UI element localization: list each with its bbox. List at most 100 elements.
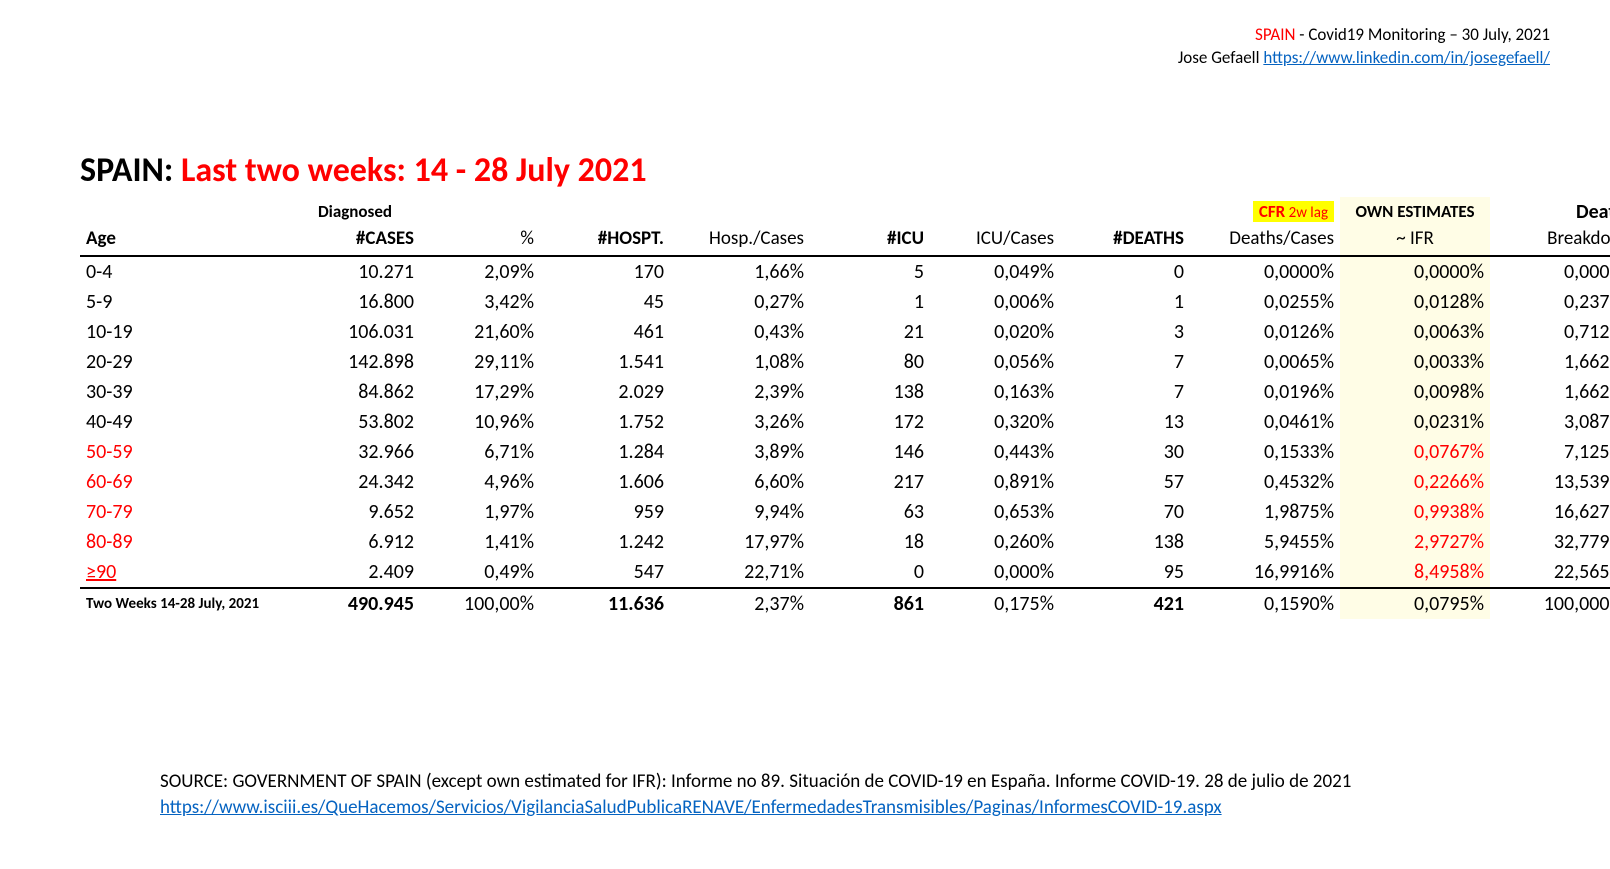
source-line1: SOURCE: GOVERNMENT OF SPAIN (except own … bbox=[160, 769, 1550, 795]
cell-cases: 16.800 bbox=[290, 287, 420, 317]
cell-hosp: 170 bbox=[540, 256, 670, 287]
cell-brk: 1,6627% bbox=[1490, 377, 1610, 407]
total-ifr: 0,0795% bbox=[1340, 588, 1490, 619]
cell-icu: 146 bbox=[810, 437, 930, 467]
cell-cases: 53.802 bbox=[290, 407, 420, 437]
cell-hc: 2,39% bbox=[670, 377, 810, 407]
cell-brk: 0,2375% bbox=[1490, 287, 1610, 317]
cell-icu: 18 bbox=[810, 527, 930, 557]
th-icu: #ICU bbox=[810, 224, 930, 256]
cell-cases: 2.409 bbox=[290, 557, 420, 588]
cell-icu: 5 bbox=[810, 256, 930, 287]
th-hc: Hosp./Cases bbox=[670, 224, 810, 256]
table-row: 70-799.6521,97%9599,94%630,653%701,9875%… bbox=[80, 497, 1610, 527]
cell-age: 0-4 bbox=[80, 256, 290, 287]
cell-hosp: 1.284 bbox=[540, 437, 670, 467]
cell-pct: 1,41% bbox=[420, 527, 540, 557]
cell-dth: 13 bbox=[1060, 407, 1190, 437]
cell-ic: 0,056% bbox=[930, 347, 1060, 377]
cell-pct: 29,11% bbox=[420, 347, 540, 377]
header-rest: - Covid19 Monitoring – 30 July, 2021 bbox=[1295, 24, 1550, 45]
cell-age: 40-49 bbox=[80, 407, 290, 437]
cell-hc: 17,97% bbox=[670, 527, 810, 557]
cell-dth: 1 bbox=[1060, 287, 1190, 317]
cell-dth: 7 bbox=[1060, 377, 1190, 407]
th-dth: #DEATHS bbox=[1060, 224, 1190, 256]
cell-dth: 57 bbox=[1060, 467, 1190, 497]
source-link[interactable]: https://www.isciii.es/QueHacemos/Servici… bbox=[160, 796, 1222, 819]
header-link[interactable]: https://www.linkedin.com/in/josegefaell/ bbox=[1263, 47, 1550, 68]
cell-brk: 16,6271% bbox=[1490, 497, 1610, 527]
data-table: Diagnosed CFR 2w lag OWN ESTIMATES Death… bbox=[80, 197, 1610, 619]
total-pct: 100,00% bbox=[420, 588, 540, 619]
cell-ifr: 0,0128% bbox=[1340, 287, 1490, 317]
source-block: SOURCE: GOVERNMENT OF SPAIN (except own … bbox=[160, 769, 1550, 820]
th-hosp: #HOSPT. bbox=[540, 224, 670, 256]
cell-pct: 2,09% bbox=[420, 256, 540, 287]
super-cfr: CFR 2w lag bbox=[1190, 197, 1340, 224]
cell-ic: 0,163% bbox=[930, 377, 1060, 407]
cell-dth: 3 bbox=[1060, 317, 1190, 347]
page-header: SPAIN - Covid19 Monitoring – 30 July, 20… bbox=[80, 24, 1550, 70]
cell-cases: 9.652 bbox=[290, 497, 420, 527]
table-row: 10-19106.03121,60%4610,43%210,020%30,012… bbox=[80, 317, 1610, 347]
cell-brk: 32,7791% bbox=[1490, 527, 1610, 557]
th-age: Age bbox=[80, 224, 290, 256]
cell-ic: 0,320% bbox=[930, 407, 1060, 437]
cell-hc: 3,89% bbox=[670, 437, 810, 467]
cell-hc: 6,60% bbox=[670, 467, 810, 497]
table-row: 0-410.2712,09%1701,66%50,049%00,0000%0,0… bbox=[80, 256, 1610, 287]
total-brk: 100,0000% bbox=[1490, 588, 1610, 619]
cell-ifr: 0,0767% bbox=[1340, 437, 1490, 467]
total-ic: 0,175% bbox=[930, 588, 1060, 619]
total-dth: 421 bbox=[1060, 588, 1190, 619]
cell-icu: 63 bbox=[810, 497, 930, 527]
th-cases: #CASES bbox=[290, 224, 420, 256]
cell-ifr: 0,9938% bbox=[1340, 497, 1490, 527]
cell-age: 80-89 bbox=[80, 527, 290, 557]
cell-ic: 0,891% bbox=[930, 467, 1060, 497]
cell-cfr: 16,9916% bbox=[1190, 557, 1340, 588]
cell-icu: 172 bbox=[810, 407, 930, 437]
cell-dth: 70 bbox=[1060, 497, 1190, 527]
cell-pct: 1,97% bbox=[420, 497, 540, 527]
cell-icu: 80 bbox=[810, 347, 930, 377]
cell-pct: 0,49% bbox=[420, 557, 540, 588]
cell-ic: 0,000% bbox=[930, 557, 1060, 588]
cell-cfr: 0,0065% bbox=[1190, 347, 1340, 377]
cell-hc: 0,27% bbox=[670, 287, 810, 317]
cell-hosp: 1.606 bbox=[540, 467, 670, 497]
cell-age: 50-59 bbox=[80, 437, 290, 467]
total-label: Two Weeks 14-28 July, 2021 bbox=[80, 588, 290, 619]
cell-cfr: 0,4532% bbox=[1190, 467, 1340, 497]
total-cfr: 0,1590% bbox=[1190, 588, 1340, 619]
cell-cases: 84.862 bbox=[290, 377, 420, 407]
th-cfr: Deaths/Cases bbox=[1190, 224, 1340, 256]
table-row: 30-3984.86217,29%2.0292,39%1380,163%70,0… bbox=[80, 377, 1610, 407]
cell-age: 20-29 bbox=[80, 347, 290, 377]
cell-cfr: 0,0000% bbox=[1190, 256, 1340, 287]
total-hc: 2,37% bbox=[670, 588, 810, 619]
cell-ifr: 0,0098% bbox=[1340, 377, 1490, 407]
table-row: 80-896.9121,41%1.24217,97%180,260%1385,9… bbox=[80, 527, 1610, 557]
cell-brk: 13,5392% bbox=[1490, 467, 1610, 497]
cell-age: ≥90 bbox=[80, 557, 290, 588]
cell-brk: 0,0000% bbox=[1490, 256, 1610, 287]
cell-cases: 24.342 bbox=[290, 467, 420, 497]
cell-pct: 10,96% bbox=[420, 407, 540, 437]
cell-cfr: 1,9875% bbox=[1190, 497, 1340, 527]
cell-cases: 10.271 bbox=[290, 256, 420, 287]
table-row: 40-4953.80210,96%1.7523,26%1720,320%130,… bbox=[80, 407, 1610, 437]
cell-ifr: 0,2266% bbox=[1340, 467, 1490, 497]
total-icu: 861 bbox=[810, 588, 930, 619]
super-deaths: Deaths bbox=[1490, 197, 1610, 224]
cell-age: 30-39 bbox=[80, 377, 290, 407]
cell-ic: 0,006% bbox=[930, 287, 1060, 317]
table-row: 50-5932.9666,71%1.2843,89%1460,443%300,1… bbox=[80, 437, 1610, 467]
cell-cfr: 0,0255% bbox=[1190, 287, 1340, 317]
cell-brk: 3,0879% bbox=[1490, 407, 1610, 437]
cell-cfr: 0,0196% bbox=[1190, 377, 1340, 407]
cell-hosp: 1.242 bbox=[540, 527, 670, 557]
cell-pct: 3,42% bbox=[420, 287, 540, 317]
cell-pct: 17,29% bbox=[420, 377, 540, 407]
